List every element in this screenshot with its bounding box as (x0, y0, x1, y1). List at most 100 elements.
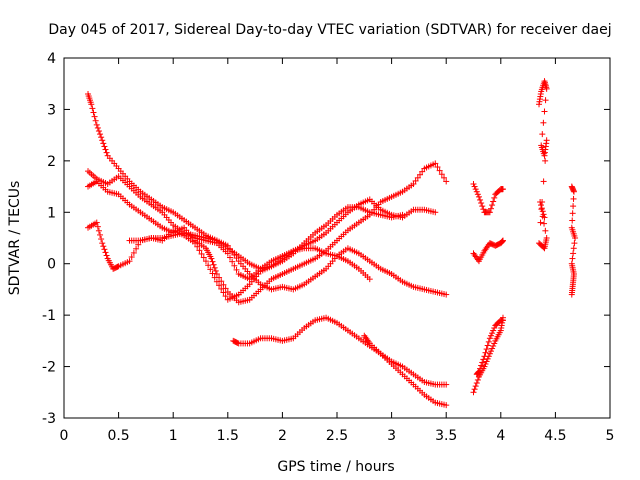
data-point (233, 266, 240, 273)
x-tick-label: 1.5 (217, 428, 239, 444)
data-point (539, 208, 546, 215)
data-point (202, 258, 209, 265)
data-point (543, 85, 550, 92)
data-point (571, 240, 578, 247)
data-point (441, 174, 448, 181)
data-point (226, 254, 233, 261)
data-point (477, 365, 484, 372)
data-point (490, 327, 497, 334)
data-point (97, 131, 104, 138)
data-point (471, 386, 478, 393)
data-point (569, 210, 576, 217)
data-point (570, 203, 577, 210)
data-point (499, 237, 506, 244)
data-point (443, 291, 450, 298)
data-point (471, 183, 478, 190)
data-point (480, 356, 487, 363)
data-point (93, 121, 100, 128)
data-point (480, 206, 487, 213)
data-point (196, 247, 203, 254)
data-point (231, 262, 238, 269)
y-tick-label: 0 (47, 257, 56, 273)
data-point (209, 258, 216, 265)
data-point (486, 209, 493, 216)
data-point (101, 246, 108, 253)
data-point (489, 202, 496, 209)
plot-frame (63, 57, 611, 419)
data-point (98, 134, 105, 141)
data-point (484, 355, 491, 362)
y-tick-label: 1 (47, 205, 56, 221)
y-tick-label: 2 (47, 154, 56, 170)
data-point (487, 332, 494, 339)
data-point (200, 254, 207, 261)
x-axis-label: GPS time / hours (277, 459, 394, 475)
data-point (569, 217, 576, 224)
data-point (541, 108, 548, 115)
data-point (231, 251, 238, 258)
x-tick-label: 2.5 (326, 428, 348, 444)
data-point (483, 346, 490, 353)
data-point (198, 250, 205, 257)
data-point (568, 291, 575, 298)
data-point (210, 261, 217, 268)
data-point (489, 345, 496, 352)
data-point (130, 249, 137, 256)
data-point (92, 117, 99, 124)
data-point (432, 209, 439, 216)
data-point (470, 181, 477, 187)
data-point (399, 211, 406, 218)
data-point (543, 137, 550, 144)
data-point (126, 258, 133, 265)
data-point (491, 325, 498, 331)
data-point (470, 389, 477, 396)
data-point (194, 243, 201, 250)
data-point (487, 205, 494, 212)
data-point (103, 149, 110, 156)
data-point (486, 350, 493, 357)
data-point (234, 339, 241, 346)
data-point (99, 137, 106, 144)
x-tick-label: 0.5 (107, 428, 129, 444)
data-point (484, 342, 491, 349)
data-point (97, 231, 104, 238)
data-point (542, 157, 549, 164)
x-tick-label: 4.5 (544, 428, 566, 444)
data-point (540, 178, 547, 185)
axis-ticks: 0 0.5 1 1.5 2 2.5 3 3.5 4 4.5 5 -3 -2 -1 0 1 2 3 4 (42, 51, 614, 444)
data-point (416, 171, 423, 178)
data-point (474, 191, 481, 198)
data-point (483, 358, 490, 365)
data-point (218, 278, 225, 285)
data-point (487, 348, 494, 355)
data-point (436, 167, 443, 174)
y-tick-label: -3 (42, 411, 56, 427)
data-point (475, 193, 482, 200)
data-point (537, 202, 544, 209)
data-point (133, 245, 140, 252)
data-point (478, 200, 485, 207)
data-point (485, 338, 492, 345)
y-tick-label: 3 (47, 102, 56, 118)
data-point (410, 181, 417, 187)
data-point (213, 278, 220, 285)
data-point (222, 285, 229, 292)
chart-title: Day 045 of 2017, Sidereal Day-to-day VTE… (48, 22, 611, 38)
data-point (88, 101, 95, 108)
data-point (540, 211, 547, 218)
y-tick-label: -1 (42, 308, 56, 324)
data-point (540, 119, 547, 126)
data-point (481, 363, 488, 370)
data-point (570, 188, 577, 195)
data-point (572, 235, 579, 241)
data-point (479, 359, 486, 366)
data-point (473, 188, 480, 195)
x-tick-label: 3 (387, 428, 396, 444)
data-point (482, 361, 489, 367)
data-point (100, 140, 107, 147)
data-point (226, 245, 233, 252)
data-point (91, 113, 98, 120)
data-point (213, 271, 220, 277)
data-point (102, 146, 109, 153)
